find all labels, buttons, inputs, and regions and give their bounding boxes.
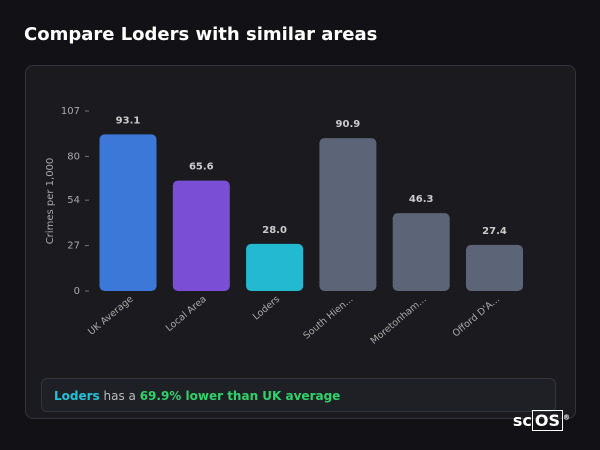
x-tick-label: Offord D'A...	[451, 294, 502, 340]
logo: sc OS ®	[512, 410, 570, 431]
y-tick-label: 107	[61, 106, 80, 117]
logo-mark: ®	[563, 413, 570, 422]
x-tick-label: Loders	[251, 294, 282, 323]
x-tick-label: Moretonham...	[369, 294, 429, 347]
value-label: 46.3	[409, 194, 434, 205]
x-tick-label: Local Area	[164, 294, 209, 334]
y-tick-label: 27	[67, 241, 80, 252]
bar	[466, 244, 523, 291]
value-label: 27.4	[482, 226, 507, 237]
summary-box: Loders has a 69.9% lower than UK average	[41, 378, 556, 412]
y-tick-label: 80	[67, 151, 80, 162]
logo-right: OS	[531, 410, 563, 431]
value-label: 28.0	[262, 225, 287, 236]
value-label: 90.9	[336, 119, 361, 130]
bar	[319, 138, 377, 291]
y-tick-label: 0	[74, 286, 80, 297]
x-tick-label: South Hien...	[301, 294, 355, 342]
x-tick-label: UK Average	[86, 294, 135, 338]
page-title: Compare Loders with similar areas	[24, 24, 378, 45]
summary-text: has a	[99, 389, 140, 403]
summary-highlight: 69.9% lower than UK average	[139, 389, 341, 403]
summary-area: Loders	[54, 389, 100, 403]
logo-left: sc	[512, 411, 532, 430]
bar	[172, 180, 230, 291]
bar	[99, 134, 157, 291]
y-axis-label: Crimes per 1,000	[45, 158, 56, 245]
bar	[392, 213, 450, 291]
value-label: 65.6	[189, 162, 214, 173]
y-tick-label: 54	[67, 195, 80, 206]
value-label: 93.1	[116, 115, 141, 126]
bar	[246, 243, 304, 291]
